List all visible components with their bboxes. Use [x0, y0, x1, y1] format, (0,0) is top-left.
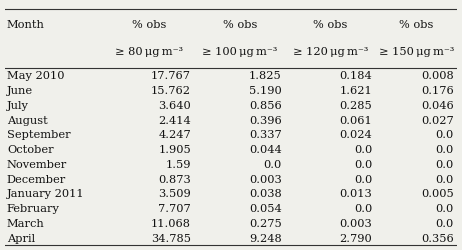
- Text: 0.0: 0.0: [354, 159, 372, 169]
- Text: % obs: % obs: [132, 20, 167, 30]
- Text: 2.414: 2.414: [158, 115, 191, 125]
- Text: October: October: [7, 144, 54, 154]
- Text: 2.790: 2.790: [340, 233, 372, 243]
- Text: 0.0: 0.0: [354, 203, 372, 213]
- Text: 0.0: 0.0: [354, 174, 372, 184]
- Text: 0.027: 0.027: [421, 115, 454, 125]
- Text: 0.396: 0.396: [249, 115, 282, 125]
- Text: ≥ 80 μg m⁻³: ≥ 80 μg m⁻³: [116, 46, 183, 56]
- Text: 9.248: 9.248: [249, 233, 282, 243]
- Text: 0.008: 0.008: [421, 71, 454, 81]
- Text: % obs: % obs: [313, 20, 348, 30]
- Text: 0.176: 0.176: [421, 86, 454, 96]
- Text: 17.767: 17.767: [151, 71, 191, 81]
- Text: 0.873: 0.873: [158, 174, 191, 184]
- Text: December: December: [7, 174, 66, 184]
- Text: 0.054: 0.054: [249, 203, 282, 213]
- Text: 1.905: 1.905: [158, 144, 191, 154]
- Text: January 2011: January 2011: [7, 188, 85, 198]
- Text: 1.825: 1.825: [249, 71, 282, 81]
- Text: July: July: [7, 100, 29, 110]
- Text: ≥ 150 μg m⁻³: ≥ 150 μg m⁻³: [379, 46, 454, 56]
- Text: 0.046: 0.046: [421, 100, 454, 110]
- Text: August: August: [7, 115, 48, 125]
- Text: 3.509: 3.509: [158, 188, 191, 198]
- Text: 0.0: 0.0: [354, 144, 372, 154]
- Text: 34.785: 34.785: [151, 233, 191, 243]
- Text: 0.0: 0.0: [436, 144, 454, 154]
- Text: 7.707: 7.707: [158, 203, 191, 213]
- Text: March: March: [7, 218, 45, 228]
- Text: 0.013: 0.013: [340, 188, 372, 198]
- Text: 0.275: 0.275: [249, 218, 282, 228]
- Text: 4.247: 4.247: [158, 130, 191, 140]
- Text: 3.640: 3.640: [158, 100, 191, 110]
- Text: 5.190: 5.190: [249, 86, 282, 96]
- Text: 0.038: 0.038: [249, 188, 282, 198]
- Text: ≥ 100 μg m⁻³: ≥ 100 μg m⁻³: [202, 46, 278, 56]
- Text: 0.0: 0.0: [436, 159, 454, 169]
- Text: February: February: [7, 203, 60, 213]
- Text: May 2010: May 2010: [7, 71, 64, 81]
- Text: 0.184: 0.184: [340, 71, 372, 81]
- Text: 0.0: 0.0: [436, 130, 454, 140]
- Text: 0.061: 0.061: [340, 115, 372, 125]
- Text: % obs: % obs: [400, 20, 434, 30]
- Text: November: November: [7, 159, 67, 169]
- Text: 0.003: 0.003: [249, 174, 282, 184]
- Text: ≥ 120 μg m⁻³: ≥ 120 μg m⁻³: [293, 46, 368, 56]
- Text: 0.285: 0.285: [340, 100, 372, 110]
- Text: 15.762: 15.762: [151, 86, 191, 96]
- Text: 1.59: 1.59: [166, 159, 191, 169]
- Text: 0.005: 0.005: [421, 188, 454, 198]
- Text: 0.356: 0.356: [421, 233, 454, 243]
- Text: 0.024: 0.024: [340, 130, 372, 140]
- Text: 0.0: 0.0: [436, 203, 454, 213]
- Text: 0.856: 0.856: [249, 100, 282, 110]
- Text: June: June: [7, 86, 33, 96]
- Text: 1.621: 1.621: [340, 86, 372, 96]
- Text: April: April: [7, 233, 35, 243]
- Text: 0.0: 0.0: [263, 159, 282, 169]
- Text: 0.0: 0.0: [436, 218, 454, 228]
- Text: 0.0: 0.0: [436, 174, 454, 184]
- Text: September: September: [7, 130, 71, 140]
- Text: Month: Month: [7, 20, 45, 30]
- Text: 0.003: 0.003: [340, 218, 372, 228]
- Text: 11.068: 11.068: [151, 218, 191, 228]
- Text: % obs: % obs: [223, 20, 257, 30]
- Text: 0.044: 0.044: [249, 144, 282, 154]
- Text: 0.337: 0.337: [249, 130, 282, 140]
